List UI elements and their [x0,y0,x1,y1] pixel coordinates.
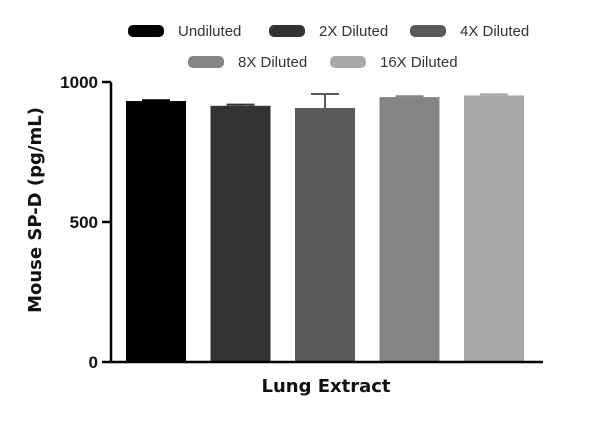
legend-label-2x-diluted: 2X Diluted [319,23,388,40]
x-axis-title: Lung Extract [261,376,390,397]
bar-2x-diluted [210,105,271,363]
legend-label-8x-diluted: 8X Diluted [238,54,307,71]
y-tick-label-0: 0 [89,353,98,372]
legend-swatch-16x-diluted [330,56,366,68]
legend-swatch-undiluted [128,25,164,37]
bars [126,95,524,363]
legend-label-undiluted: Undiluted [178,23,241,40]
legend-swatch-8x-diluted [188,56,224,68]
legend-swatch-4x-diluted [410,25,446,37]
y-tick-label-1000: 1000 [60,73,98,92]
legend-label-16x-diluted: 16X Diluted [380,54,458,71]
y-tick-label-500: 500 [70,213,98,232]
y-ticks: 0 500 1000 [60,73,111,372]
bar-undiluted [126,101,186,362]
y-axis-title: Mouse SP-D (pg/mL) [25,107,46,313]
legend: Undiluted 2X Diluted 4X Diluted 8X Diluted 1… [128,23,529,71]
error-bars [142,93,508,109]
bar-8x-diluted [379,97,440,363]
bar-16x-diluted [464,95,524,362]
legend-swatch-2x-diluted [269,25,305,37]
bar-4x-diluted [295,108,355,362]
legend-label-4x-diluted: 4X Diluted [460,23,529,40]
